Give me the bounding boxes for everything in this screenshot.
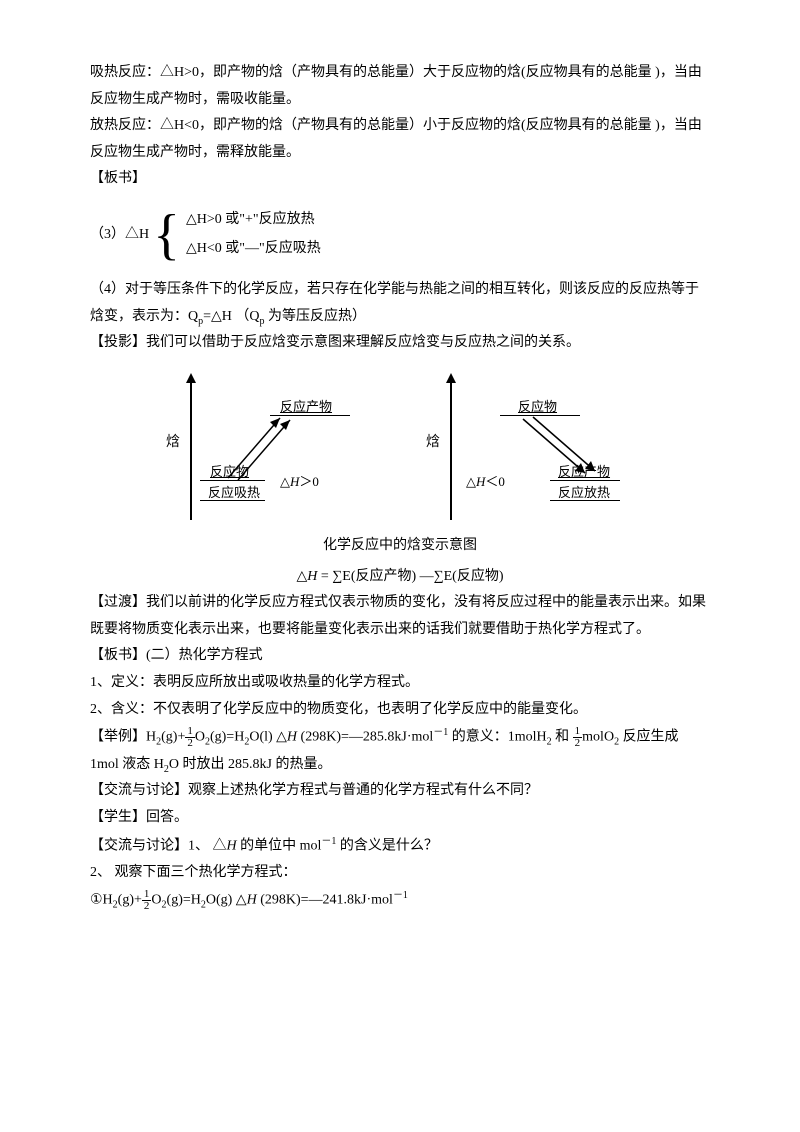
y-label: 焓 [166,430,180,457]
observe-three: 2、 观察下面三个热化学方程式： [90,860,710,887]
diagram-caption-1: 化学反应中的焓变示意图 [90,533,710,560]
brace-lines: △H>0 或"+"反应放热 △H<0 或"—"反应吸热 [180,207,321,263]
right-dh-label: △H＜0 [466,470,505,495]
paragraph-exothermic: 放热反应：△H<0，即产物的焓（产物具有的总能量）小于反应物的焓(反应物具有的总… [90,113,710,166]
left-dh-label: △H＞0 [280,470,319,495]
diagram-caption-2: △H = ∑E(反应产物) —∑E(反应物) [90,564,710,591]
brace-group: （3）△H { △H>0 或"+"反应放热 △H<0 或"—"反应吸热 [90,207,710,263]
arrow-down-icon [515,413,605,488]
brace-line-2: △H<0 或"—"反应吸热 [186,236,321,263]
student-answer: 【学生】回答。 [90,805,710,832]
discuss-1: 【交流与讨论】观察上述热化学方程式与普通的化学方程式有什么不同？ [90,778,710,805]
meaning: 2、含义：不仅表明了化学反应中的物质变化，也表明了化学反应中的能量变化。 [90,697,710,724]
brace-label: （3）△H [90,222,153,249]
diagram-right: 焓 反应物 反应产物 反应放热 △H＜0 [430,375,630,525]
discuss-2: 【交流与讨论】1、 △H 的单位中 mol－1 的含义是什么？ [90,832,710,860]
heading-thermo-eq: 【板书】(二）热化学方程式 [90,643,710,670]
definition: 1、定义：表明反应所放出或吸收热量的化学方程式。 [90,670,710,697]
brace-line-1: △H>0 或"+"反应放热 [186,207,321,234]
tag-banshu: 【板书】 [90,166,710,193]
y-label-r: 焓 [426,430,440,457]
paragraph-projection: 【投影】我们可以借助于反应焓变示意图来理解反应焓变与反应热之间的关系。 [90,330,710,357]
diagram-left: 焓 反应产物 反应物 反应吸热 △H＞0 [170,375,370,525]
brace-symbol: { [153,207,180,263]
paragraph-4: （4）对于等压条件下的化学反应，若只存在化学能与热能之间的相互转化，则该反应的反… [90,277,710,330]
example: 【举例】H2(g)+12O2(g)=H2O(l) △H (298K)=—285.… [90,723,710,778]
paragraph-endothermic: 吸热反应：△H>0，即产物的焓（产物具有的总能量）大于反应物的焓(反应物具有的总… [90,60,710,113]
paragraph-transition: 【过渡】我们以前讲的化学反应方程式仅表示物质的变化，没有将反应过程中的能量表示出… [90,590,710,643]
enthalpy-diagram: 焓 反应产物 反应物 反应吸热 △H＞0 焓 反应物 反应产物 反应放热 △H＜… [90,375,710,525]
equation-1: ①H2(g)+12O2(g)=H2O(g) △H (298K)=—241.8kJ… [90,886,710,914]
